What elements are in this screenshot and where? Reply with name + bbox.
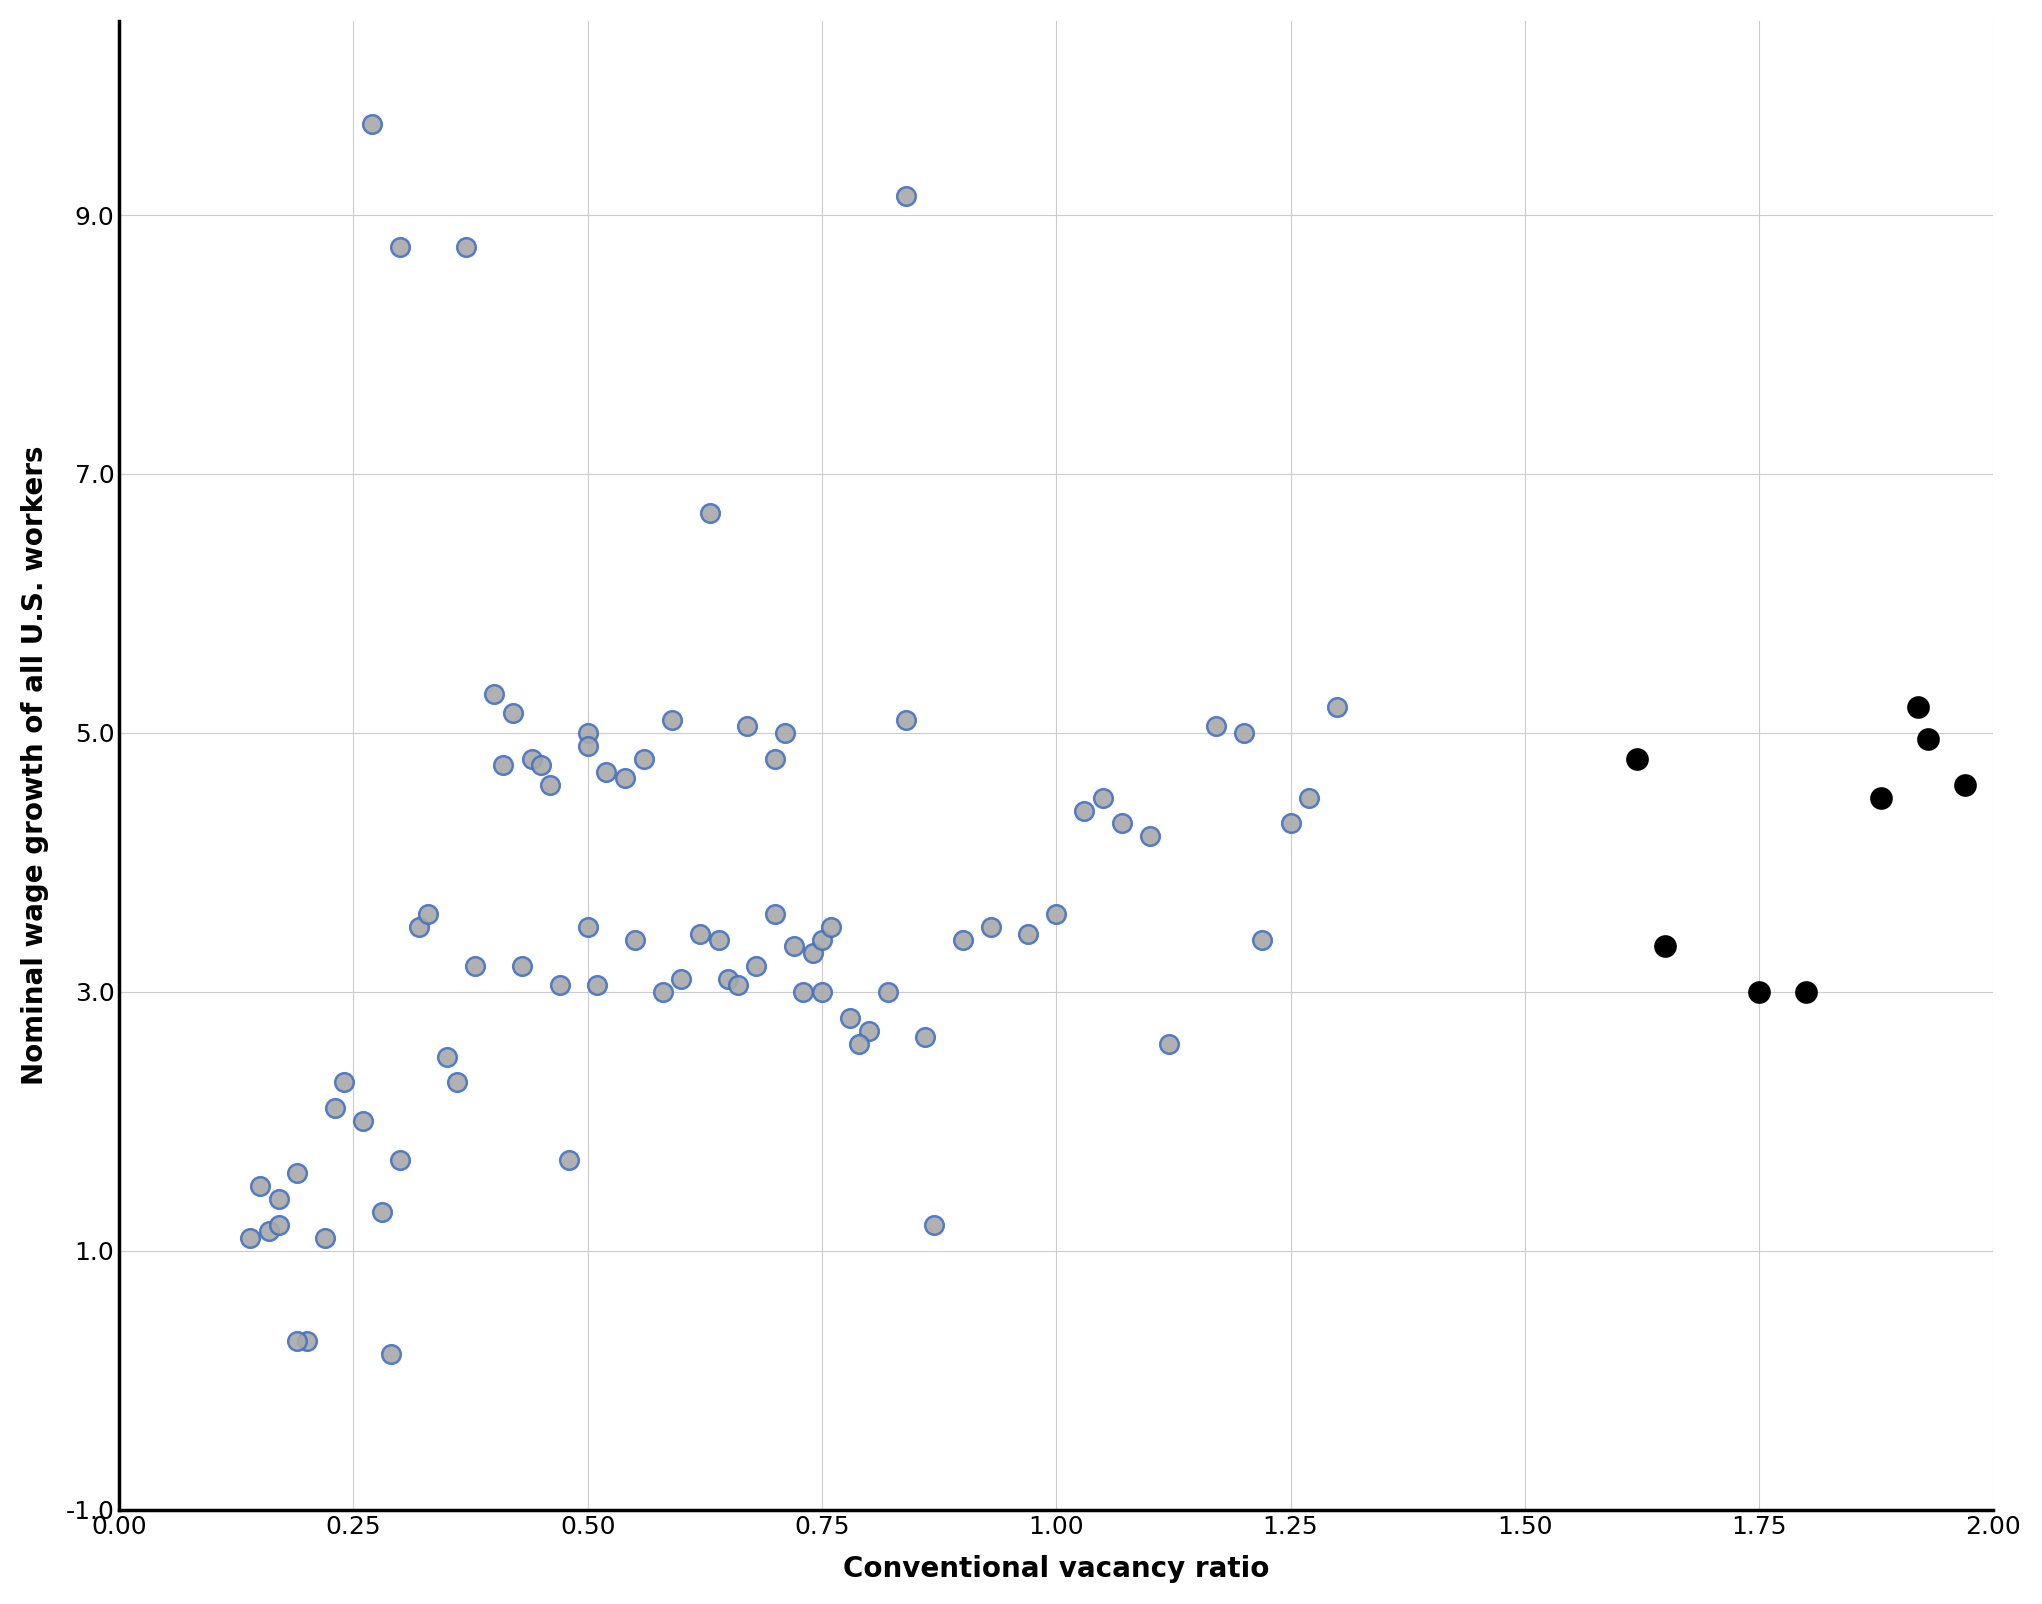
Point	[329, 1070, 361, 1096]
Point	[290, 1328, 323, 1354]
Point	[1789, 978, 1821, 1004]
Point	[543, 972, 576, 998]
Point	[525, 752, 557, 778]
Point	[796, 940, 829, 966]
Point	[1650, 934, 1683, 959]
Point	[355, 112, 388, 138]
Point	[627, 746, 660, 772]
Point	[1274, 810, 1307, 836]
Point	[760, 901, 792, 927]
Point	[768, 720, 800, 746]
Point	[909, 1025, 941, 1051]
Point	[702, 927, 735, 953]
Point	[760, 746, 792, 772]
Point	[572, 720, 604, 746]
Point	[253, 1219, 286, 1245]
Point	[713, 966, 745, 991]
Point	[431, 1044, 464, 1070]
Point	[1133, 823, 1166, 849]
Y-axis label: Nominal wage growth of all U.S. workers: Nominal wage growth of all U.S. workers	[20, 446, 49, 1084]
Point	[384, 1147, 417, 1173]
Point	[692, 500, 725, 526]
Point	[1293, 784, 1325, 810]
Point	[488, 752, 521, 778]
Point	[1105, 810, 1137, 836]
Point	[235, 1225, 268, 1251]
Point	[807, 978, 839, 1004]
Point	[1246, 927, 1278, 953]
Point	[441, 1070, 474, 1096]
Point	[243, 1173, 276, 1198]
Point	[533, 772, 566, 797]
Point	[666, 966, 698, 991]
Point	[506, 953, 539, 978]
Point	[1948, 772, 1981, 797]
Point	[590, 759, 623, 784]
Point	[872, 978, 905, 1004]
Point	[647, 978, 680, 1004]
Point	[459, 953, 492, 978]
Point	[282, 1328, 314, 1354]
Point	[347, 1108, 380, 1134]
Point	[852, 1019, 884, 1044]
Point	[1013, 921, 1046, 946]
Point	[1039, 901, 1072, 927]
Point	[721, 972, 753, 998]
Point	[319, 1096, 351, 1121]
Point	[478, 682, 510, 707]
Point	[609, 765, 641, 791]
Point	[786, 978, 819, 1004]
Point	[739, 953, 772, 978]
Point	[1152, 1031, 1184, 1057]
Point	[684, 921, 717, 946]
Point	[945, 927, 978, 953]
Point	[449, 234, 482, 260]
Point	[515, 746, 547, 772]
Point	[807, 927, 839, 953]
Point	[1864, 784, 1897, 810]
Point	[833, 1004, 866, 1030]
Point	[1742, 978, 1774, 1004]
Point	[580, 972, 613, 998]
Point	[308, 1225, 341, 1251]
X-axis label: Conventional vacancy ratio: Conventional vacancy ratio	[843, 1556, 1270, 1583]
Point	[974, 914, 1007, 940]
Point	[890, 707, 923, 733]
Point	[412, 901, 445, 927]
Point	[1068, 797, 1101, 823]
Point	[843, 1031, 876, 1057]
Point	[496, 701, 529, 727]
Point	[731, 714, 764, 739]
Point	[919, 1213, 952, 1238]
Point	[890, 183, 923, 209]
Point	[261, 1213, 294, 1238]
Point	[366, 1200, 398, 1225]
Point	[1086, 784, 1119, 810]
Point	[1227, 720, 1260, 746]
Point	[572, 914, 604, 940]
Point	[1911, 727, 1944, 752]
Point	[1321, 695, 1354, 720]
Point	[1199, 714, 1231, 739]
Point	[402, 914, 435, 940]
Point	[619, 927, 651, 953]
Point	[374, 1341, 406, 1367]
Point	[815, 914, 847, 940]
Point	[1901, 695, 1934, 720]
Point	[1621, 746, 1654, 772]
Point	[384, 234, 417, 260]
Point	[553, 1147, 586, 1173]
Point	[778, 934, 811, 959]
Point	[572, 733, 604, 759]
Point	[282, 1160, 314, 1185]
Point	[655, 707, 688, 733]
Point	[261, 1185, 294, 1211]
